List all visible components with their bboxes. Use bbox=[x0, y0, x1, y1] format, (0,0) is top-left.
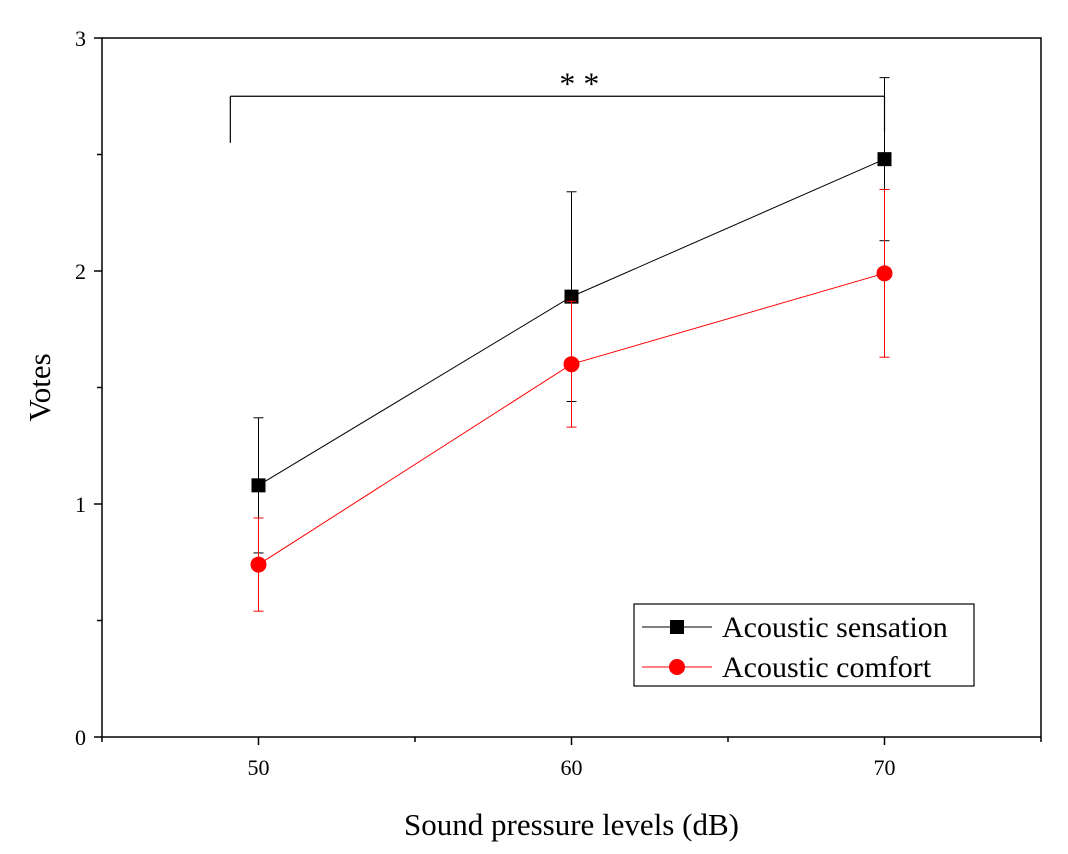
y-tick-label-2: 2 bbox=[75, 259, 86, 284]
legend-marker-circle bbox=[669, 659, 685, 675]
y-tick-label-1: 1 bbox=[75, 492, 86, 517]
series-layer bbox=[250, 77, 893, 612]
data-point-circle bbox=[563, 356, 580, 373]
data-point-circle bbox=[876, 265, 893, 282]
y-tick-label-0: 0 bbox=[75, 725, 86, 750]
legend-label: Acoustic sensation bbox=[722, 611, 948, 644]
significance-label: * * bbox=[559, 65, 599, 101]
y-axis-title: Votes bbox=[22, 353, 57, 421]
data-point-square bbox=[251, 478, 266, 493]
legend-box bbox=[633, 603, 975, 687]
data-point-circle bbox=[250, 556, 267, 573]
legend: Acoustic sensation Acoustic comfort bbox=[633, 603, 975, 687]
legend-entry-acoustic-comfort: Acoustic comfort bbox=[642, 651, 932, 684]
x-tick-label-50: 50 bbox=[248, 755, 270, 780]
x-tick-label-70: 70 bbox=[874, 755, 896, 780]
x-axis-title: Sound pressure levels (dB) bbox=[404, 807, 739, 842]
axes: 0 1 2 3 50 60 70 Sound pressure levels (dB) Vote… bbox=[22, 26, 1042, 842]
data-point-square bbox=[564, 289, 579, 304]
legend-label: Acoustic comfort bbox=[722, 651, 932, 684]
legend-marker-square bbox=[670, 620, 684, 634]
x-tick-label-60: 60 bbox=[561, 755, 583, 780]
y-tick-label-3: 3 bbox=[75, 26, 86, 51]
data-point-square bbox=[877, 152, 892, 167]
series-acoustic-comfort bbox=[250, 188, 893, 612]
legend-entry-acoustic-sensation: Acoustic sensation bbox=[642, 611, 948, 644]
significance-bracket: * * bbox=[229, 65, 886, 143]
